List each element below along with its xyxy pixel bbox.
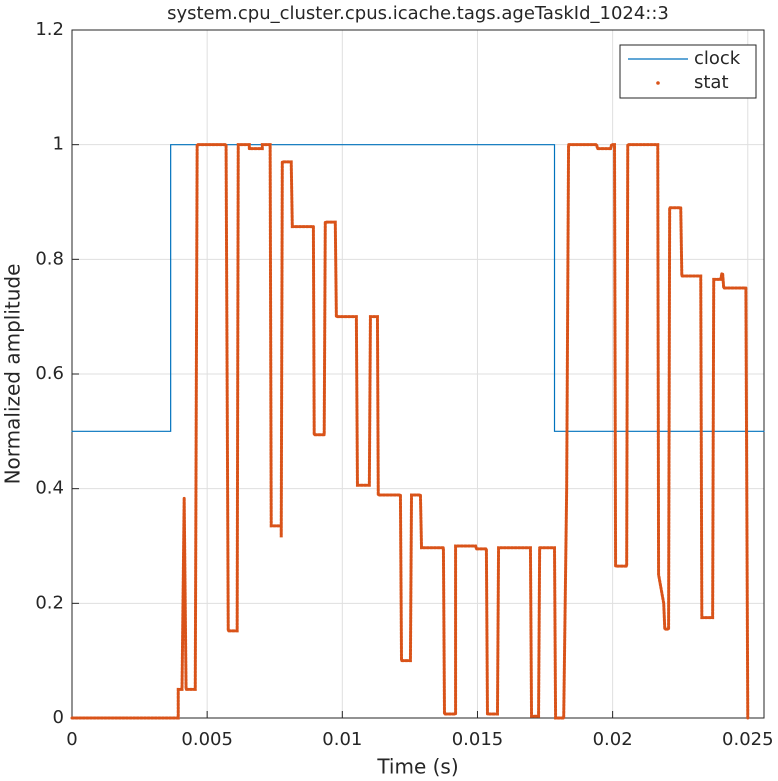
y-tick-label: 0.2 — [35, 592, 64, 613]
chart-title: system.cpu_cluster.cpus.icache.tags.ageT… — [167, 3, 669, 24]
legend-marker — [656, 81, 660, 85]
y-tick-label: 1.2 — [35, 19, 64, 40]
x-tick-label: 0 — [66, 729, 77, 750]
legend-label: clock — [694, 48, 741, 69]
series-line — [70, 143, 750, 720]
series-line — [71, 144, 765, 432]
y-axis-label: Normalized amplitude — [1, 264, 25, 485]
legend-label: stat — [694, 72, 729, 93]
legend-box — [619, 44, 757, 99]
x-tick-label: 0.02 — [593, 729, 633, 750]
y-tick-label: 0.4 — [35, 478, 64, 499]
y-tick-label: 0 — [53, 707, 64, 728]
x-axis-label: Time (s) — [376, 755, 458, 779]
y-tick-label: 0.6 — [35, 363, 64, 384]
y-tick-label: 0.8 — [35, 248, 64, 269]
plot-frame — [71, 29, 765, 719]
x-tick-label: 0.005 — [181, 729, 233, 750]
y-tick-label: 1 — [53, 134, 64, 155]
x-tick-label: 0.025 — [722, 729, 774, 750]
x-tick-label: 0.015 — [452, 729, 504, 750]
x-tick-label: 0.01 — [322, 729, 362, 750]
